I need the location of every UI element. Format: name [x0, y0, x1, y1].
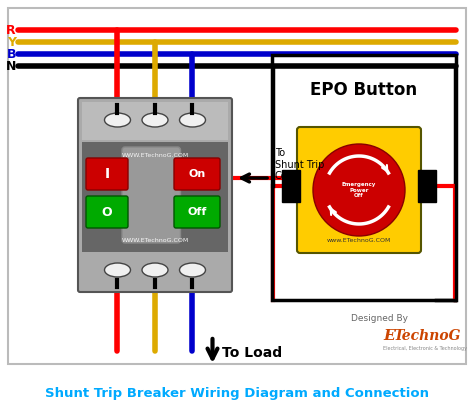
FancyBboxPatch shape: [297, 127, 421, 253]
Ellipse shape: [142, 113, 168, 127]
Text: O: O: [102, 206, 112, 219]
Text: On: On: [188, 169, 206, 179]
Text: Y: Y: [7, 35, 16, 48]
Text: To Load: To Load: [222, 346, 283, 360]
FancyBboxPatch shape: [86, 196, 128, 228]
Text: Electrical, Electronic & Technology: Electrical, Electronic & Technology: [383, 346, 467, 351]
Bar: [272, 55, 456, 300]
Bar: [82, 102, 228, 140]
Bar: [282, 170, 300, 202]
Text: EPO Button: EPO Button: [310, 81, 418, 99]
Text: B: B: [7, 48, 16, 60]
Text: WWW.ETechnoG.COM: WWW.ETechnoG.COM: [121, 238, 189, 242]
Ellipse shape: [142, 263, 168, 277]
Text: Shunt Trip Breaker Wiring Diagram and Connection: Shunt Trip Breaker Wiring Diagram and Co…: [45, 386, 429, 399]
Text: Emergency
Power
Off: Emergency Power Off: [342, 182, 376, 198]
FancyBboxPatch shape: [86, 158, 128, 190]
Ellipse shape: [180, 263, 206, 277]
Text: N: N: [6, 60, 16, 72]
Text: Designed By: Designed By: [352, 314, 409, 323]
Text: R: R: [6, 23, 16, 37]
Text: I: I: [104, 167, 109, 181]
Text: E: E: [383, 329, 395, 343]
Circle shape: [313, 144, 405, 236]
Ellipse shape: [180, 113, 206, 127]
Ellipse shape: [104, 113, 130, 127]
Bar: [8, 8, 466, 364]
Bar: [82, 142, 228, 252]
Ellipse shape: [104, 263, 130, 277]
Text: www.ETechnoG.COM: www.ETechnoG.COM: [327, 238, 391, 242]
Text: WWW.ETechnoG.COM: WWW.ETechnoG.COM: [121, 152, 189, 157]
FancyBboxPatch shape: [174, 158, 220, 190]
Bar: [418, 170, 436, 202]
Text: TechnoG: TechnoG: [393, 329, 461, 343]
FancyBboxPatch shape: [122, 147, 181, 243]
Text: Off: Off: [187, 207, 207, 217]
FancyBboxPatch shape: [174, 196, 220, 228]
Text: To
Shunt Trip
Coil: To Shunt Trip Coil: [275, 148, 324, 181]
FancyBboxPatch shape: [78, 98, 232, 292]
Bar: [82, 252, 228, 288]
